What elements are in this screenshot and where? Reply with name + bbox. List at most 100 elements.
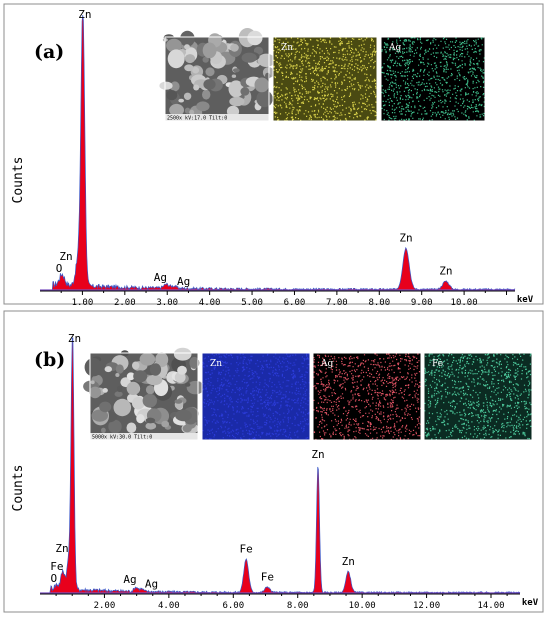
sem-grain xyxy=(116,385,123,393)
x-tick-label: 14.00 xyxy=(477,601,504,611)
sem-grain xyxy=(205,67,215,77)
x-tick-label: 4.00 xyxy=(199,298,221,308)
sem-grain xyxy=(228,80,244,98)
sem-grain xyxy=(108,419,122,434)
map-background xyxy=(202,353,310,440)
sem-grain xyxy=(189,356,200,369)
sem-caption-bar xyxy=(165,114,269,121)
sem-grain xyxy=(231,74,237,78)
map-element-label: Zn xyxy=(281,43,293,53)
sem-image-inset: 2500x kV:17.0 Tilt:0 xyxy=(159,27,275,122)
sem-grain xyxy=(145,417,156,424)
sem-grain xyxy=(139,352,156,366)
x-tick-label: 4.00 xyxy=(158,601,180,611)
sem-grain xyxy=(102,388,108,393)
sem-grain xyxy=(174,399,183,404)
sem-grain xyxy=(177,365,187,375)
sem-grain xyxy=(84,358,103,377)
peak-label-zn: Zn xyxy=(55,542,68,555)
sem-grain xyxy=(180,30,195,47)
x-tick-label: 7.00 xyxy=(326,298,348,308)
x-tick-label: 10.00 xyxy=(349,601,376,611)
peak-label-ag: Ag xyxy=(123,573,136,586)
map-dots xyxy=(202,353,311,441)
panel-a: 1.00 2.00 3.00 4.00 5.00 6.00 7.00 8.00 9.00 10.0… xyxy=(3,3,544,308)
sem-grain xyxy=(183,92,192,101)
sem-grain xyxy=(145,385,155,395)
sem-grain xyxy=(240,87,250,96)
peak-label-zn: Zn xyxy=(68,332,81,345)
peak-label-fe: Fe xyxy=(261,570,274,583)
x-tick-label: 3.00 xyxy=(156,298,178,308)
peak-label-fe: Fe xyxy=(240,543,253,556)
sem-grain xyxy=(178,98,184,103)
sem-grain xyxy=(184,107,191,114)
inset-border xyxy=(201,352,311,441)
sem-grain xyxy=(185,382,191,387)
element-map-inset-zn: Zn xyxy=(272,36,378,122)
inset-border xyxy=(164,36,270,122)
y-axis-label: Counts xyxy=(11,465,26,512)
panel-label: (a) xyxy=(34,41,64,63)
sem-caption: 5000x kV:30.0 Tilt:0 xyxy=(92,435,152,441)
sem-grain xyxy=(202,56,209,63)
map-element-label: Ag xyxy=(320,359,333,369)
sem-grain xyxy=(247,30,263,46)
sem-grain xyxy=(149,363,162,376)
x-tick-label: 5.00 xyxy=(241,298,263,308)
peak-label-fe: Fe xyxy=(50,560,63,573)
sem-grain xyxy=(256,90,273,108)
inset-border xyxy=(423,352,533,441)
sem-grain xyxy=(99,401,112,413)
x-tick-label: 6.00 xyxy=(284,298,306,308)
x-tick-label: 12.00 xyxy=(413,601,440,611)
sem-grain xyxy=(192,66,200,74)
sem-grain xyxy=(133,370,148,383)
panel-frame xyxy=(3,3,544,305)
peak-label-ag: Ag xyxy=(154,271,167,284)
x-tick-label: 9.00 xyxy=(411,298,433,308)
map-element-label: Fe xyxy=(432,359,443,369)
x-tick-label: 8.00 xyxy=(287,601,309,611)
sem-grain xyxy=(232,68,240,73)
spectrum-line xyxy=(40,337,521,595)
sem-grain xyxy=(115,364,124,374)
inset-border xyxy=(89,352,199,441)
peak-label-zn: Zn xyxy=(311,448,324,461)
sem-grain xyxy=(196,101,210,112)
sem-grain xyxy=(90,380,95,385)
map-dots xyxy=(273,37,377,121)
sem-grain xyxy=(169,103,185,117)
x-tick-label: 8.00 xyxy=(368,298,390,308)
sem-grain xyxy=(184,54,196,64)
sem-grain xyxy=(91,409,109,422)
sem-image-inset: 5000x kV:30.0 Tilt:0 xyxy=(83,347,205,441)
sem-grain xyxy=(114,391,123,397)
sem-grain xyxy=(230,43,239,52)
sem-grain xyxy=(166,38,182,53)
inset-border xyxy=(312,352,422,441)
panel-b: 2.00 4.00 6.00 8.00 10.00 12.00 14.00 keV Counts… xyxy=(3,310,544,613)
sem-grain xyxy=(202,89,211,100)
sem-grain xyxy=(159,81,173,90)
peak-label-o: O xyxy=(56,262,63,275)
x-unit-label: keV xyxy=(517,295,534,305)
peak-label-zn: Zn xyxy=(399,232,412,245)
sem-grain xyxy=(145,422,157,430)
peak-label-ag: Ag xyxy=(177,275,190,288)
sem-caption: 2500x kV:17.0 Tilt:0 xyxy=(167,116,227,122)
element-map-inset-ag: Ag xyxy=(380,36,486,122)
element-map-inset-fe: Fe xyxy=(423,352,533,441)
sem-grain xyxy=(170,81,180,92)
sem-grain xyxy=(186,380,205,395)
x-tick-label: 6.00 xyxy=(222,601,244,611)
sem-grain xyxy=(101,427,106,433)
sem-grain xyxy=(265,72,271,80)
sem-grain xyxy=(126,422,137,434)
sem-grain xyxy=(104,366,113,373)
element-map-inset-ag: Ag xyxy=(312,352,422,441)
map-dots xyxy=(313,353,422,441)
sem-grain xyxy=(229,96,245,107)
sem-grain xyxy=(184,64,194,72)
